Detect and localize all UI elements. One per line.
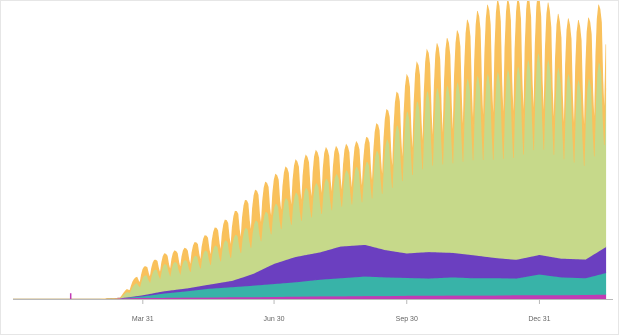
x-axis-ticks: Mar 31 Jun 30 Sep 30 Dec 31	[132, 300, 551, 323]
x-tick-label-3: Sep 30	[396, 316, 418, 323]
x-tick-label-2: Jun 30	[264, 316, 285, 323]
series-area-5	[13, 1, 607, 300]
x-tick-label-4: Dec 31	[528, 316, 550, 323]
x-tick-label-1: Mar 31	[132, 316, 154, 323]
series-areas	[13, 1, 607, 300]
